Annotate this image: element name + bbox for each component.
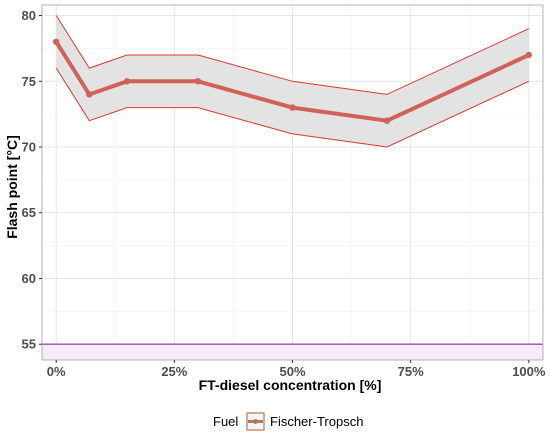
- legend-title: Fuel: [213, 414, 238, 429]
- x-tick-label: 50%: [279, 364, 305, 379]
- y-axis-title: Flash point [°C]: [4, 135, 20, 239]
- x-axis-title: FT-diesel concentration [%]: [199, 377, 382, 393]
- data-point: [525, 51, 533, 59]
- legend-label-fischer-tropsch: Fischer-Tropsch: [270, 414, 363, 429]
- reference-band: [42, 344, 543, 360]
- confidence-lower-edge: [55, 67, 530, 148]
- data-point: [383, 117, 391, 124]
- x-tick-label: 100%: [512, 364, 546, 379]
- y-tick-label: 65: [22, 205, 36, 220]
- y-tick-label: 55: [22, 337, 36, 352]
- data-point: [123, 78, 131, 85]
- legend-key: [246, 412, 265, 431]
- data-points: [52, 38, 533, 124]
- data-point: [289, 104, 296, 111]
- y-tick-label: 70: [22, 140, 36, 155]
- x-tick-label: 25%: [161, 364, 187, 379]
- y-axis-ticks: 55 60 65 70 75 80: [22, 8, 42, 352]
- y-tick-label: 80: [22, 8, 36, 23]
- data-point: [194, 78, 202, 85]
- confidence-band: [56, 15, 529, 147]
- data-point: [86, 91, 93, 98]
- confidence-upper-edge: [55, 15, 530, 95]
- legend-key-point: [253, 419, 258, 424]
- x-axis-ticks: 0% 25% 50% 75% 100%: [47, 360, 546, 379]
- y-tick-label: 75: [22, 74, 36, 89]
- x-tick-label: 75%: [398, 364, 424, 379]
- x-tick-label: 0%: [47, 364, 66, 379]
- data-point: [52, 38, 60, 46]
- y-tick-label: 60: [22, 271, 36, 286]
- legend: Fuel Fischer-Tropsch: [213, 412, 363, 431]
